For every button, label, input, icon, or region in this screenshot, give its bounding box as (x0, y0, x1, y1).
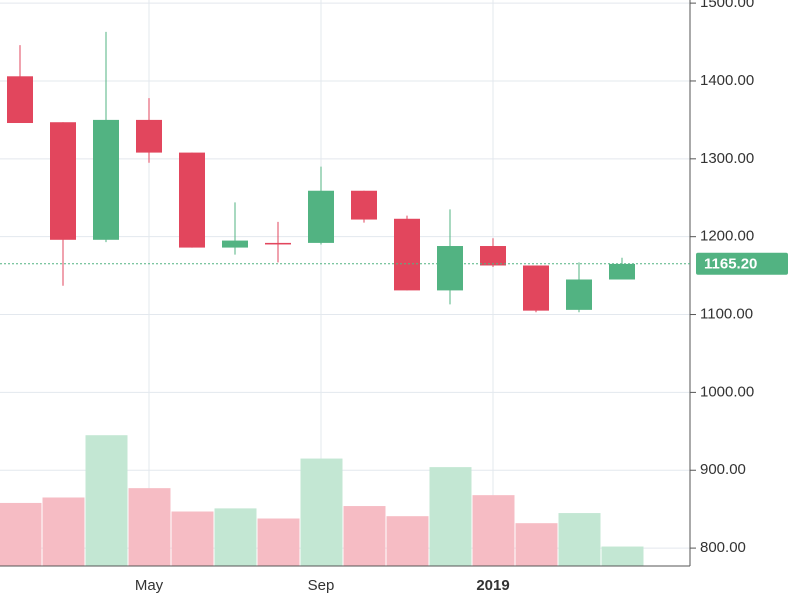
volume-bar (601, 546, 644, 566)
candle-body (308, 190, 334, 243)
last-price-label: 1165.20 (704, 256, 757, 273)
volume-bar (257, 518, 300, 566)
volume-bar (300, 458, 343, 566)
candle-body (93, 119, 119, 240)
x-tick-label: 2019 (476, 577, 509, 594)
volume-bar (214, 508, 257, 566)
candle-body (50, 122, 76, 240)
volume-bar (429, 467, 472, 566)
volume-bar (42, 497, 85, 566)
volume-bar (386, 516, 429, 566)
y-tick-label: 800.00 (700, 539, 746, 556)
y-tick-label: 1300.00 (700, 150, 754, 167)
x-tick-label: May (135, 577, 164, 594)
last-price-box (696, 252, 788, 275)
candle-body (179, 152, 205, 248)
volume-bar (171, 511, 214, 566)
y-tick-label: 1400.00 (700, 72, 754, 89)
volume-bar (0, 502, 42, 566)
candle-body (566, 279, 592, 310)
candle-body (609, 263, 635, 280)
candle-body (265, 242, 291, 245)
volume-bar (85, 435, 128, 566)
volume-bar (343, 506, 386, 566)
volume-bar (515, 523, 558, 566)
candle-body (480, 246, 506, 266)
x-tick-label: Sep (308, 577, 335, 594)
candle-body (523, 265, 549, 311)
volume-bar (558, 513, 601, 566)
candle-body (437, 246, 463, 291)
y-tick-label: 1200.00 (700, 228, 754, 245)
candle-body (351, 190, 377, 220)
y-tick-label: 1100.00 (700, 305, 753, 322)
candle-body (7, 76, 33, 124)
y-tick-label: 1000.00 (700, 383, 754, 400)
volume-bar (128, 488, 171, 566)
candle-body (394, 218, 420, 291)
y-tick-label: 1500.00 (700, 0, 754, 11)
volume-bar (472, 495, 515, 566)
y-tick-label: 900.00 (700, 461, 746, 478)
candle-body (222, 240, 248, 248)
candle-body (136, 119, 162, 153)
